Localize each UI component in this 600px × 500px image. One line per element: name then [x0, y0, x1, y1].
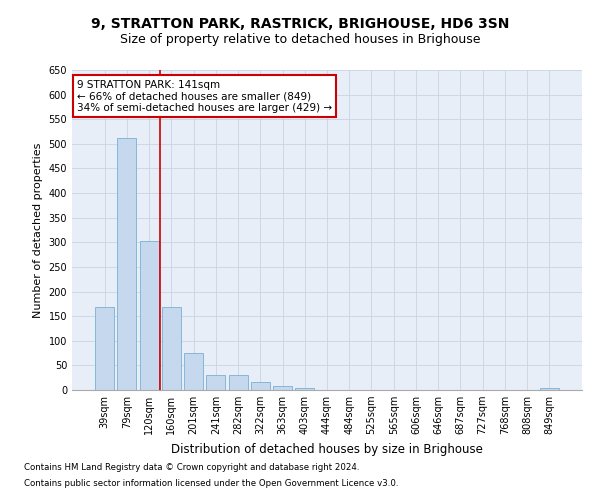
Bar: [118, 138, 136, 390]
Y-axis label: Number of detached properties: Number of detached properties: [33, 142, 43, 318]
Bar: [162, 308, 181, 390]
Bar: [295, 388, 314, 390]
Text: 9 STRATTON PARK: 141sqm
← 66% of detached houses are smaller (849)
34% of semi-d: 9 STRATTON PARK: 141sqm ← 66% of detache…: [77, 80, 332, 113]
Bar: [206, 375, 225, 390]
Bar: [95, 308, 114, 390]
Bar: [540, 388, 559, 390]
Text: Contains HM Land Registry data © Crown copyright and database right 2024.: Contains HM Land Registry data © Crown c…: [24, 464, 359, 472]
Bar: [273, 386, 292, 390]
Bar: [229, 375, 248, 390]
X-axis label: Distribution of detached houses by size in Brighouse: Distribution of detached houses by size …: [171, 442, 483, 456]
Text: Contains public sector information licensed under the Open Government Licence v3: Contains public sector information licen…: [24, 478, 398, 488]
Text: Size of property relative to detached houses in Brighouse: Size of property relative to detached ho…: [120, 32, 480, 46]
Text: 9, STRATTON PARK, RASTRICK, BRIGHOUSE, HD6 3SN: 9, STRATTON PARK, RASTRICK, BRIGHOUSE, H…: [91, 18, 509, 32]
Bar: [140, 241, 158, 390]
Bar: [184, 353, 203, 390]
Bar: [251, 382, 270, 390]
